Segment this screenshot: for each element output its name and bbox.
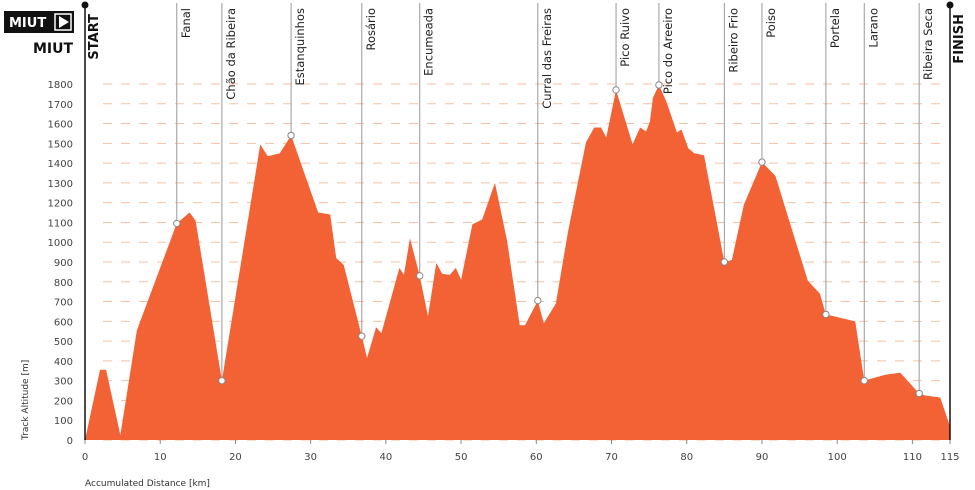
- y-tick-label: 1600: [48, 120, 73, 131]
- waypoint-marker: [915, 389, 923, 398]
- waypoint-marker: [612, 86, 620, 94]
- y-tick-label: 300: [54, 377, 73, 388]
- waypoint-marker: [173, 219, 181, 228]
- elevation-area: [85, 84, 950, 440]
- waypoint-label: Portela: [828, 8, 842, 48]
- x-tick-label: 100: [828, 452, 847, 463]
- x-tick-label: 70: [605, 452, 618, 463]
- waypoint-label: Poiso: [764, 8, 778, 38]
- waypoint-label: Fanal: [179, 8, 193, 38]
- y-tick-label: 800: [54, 278, 73, 289]
- waypoint-marker: [758, 158, 766, 166]
- waypoint-marker: [720, 258, 729, 266]
- finish-dot: [946, 1, 954, 9]
- y-tick-label: 1400: [48, 159, 73, 170]
- waypoint-marker: [534, 296, 542, 305]
- waypoint-label: Rosário: [364, 8, 378, 51]
- brand-name: MIUT: [33, 41, 74, 57]
- x-tick-label: 0: [82, 452, 88, 463]
- start-label: START: [87, 14, 102, 60]
- waypoint-marker: [358, 332, 366, 340]
- waypoint-marker: [822, 310, 830, 319]
- y-tick-label: 1800: [48, 80, 73, 91]
- x-tick-label: 60: [530, 452, 543, 463]
- waypoint-label: Pico do Areeiro: [661, 8, 675, 94]
- x-tick-label: 40: [380, 452, 393, 463]
- y-tick-label: 0: [67, 436, 73, 447]
- y-tick-label: 200: [54, 396, 73, 407]
- x-tick-label: 30: [304, 452, 317, 463]
- start-dot: [81, 1, 89, 9]
- play-icon: [59, 16, 69, 28]
- y-tick-label: 500: [54, 337, 73, 348]
- y-axis-label: Track Altitude [m]: [21, 360, 31, 441]
- y-tick-label: 900: [54, 258, 73, 269]
- waypoint-label: Ribeiro Frio: [726, 8, 740, 73]
- waypoint-label: Curral das Freiras: [540, 8, 554, 109]
- x-tick-label: 115: [940, 452, 959, 463]
- x-tick-label: 90: [756, 452, 769, 463]
- y-tick-label: 1700: [48, 100, 73, 111]
- x-tick-label: 20: [229, 452, 242, 463]
- x-tick-label: 80: [680, 452, 693, 463]
- y-tick-label: 1500: [48, 139, 73, 150]
- waypoint-label: Larano: [866, 8, 880, 48]
- waypoint-label: Chão da Ribeira: [224, 8, 238, 100]
- y-tick-label: 400: [54, 357, 73, 368]
- brand-badge: MIUT: [9, 16, 46, 31]
- waypoint-marker: [416, 272, 424, 280]
- play-box: [54, 13, 72, 31]
- y-tick-label: 700: [54, 298, 73, 309]
- y-tick-label: 1300: [48, 179, 73, 190]
- waypoint-marker: [218, 376, 226, 385]
- x-tick-label: 50: [455, 452, 468, 463]
- brand-badge-box: [4, 11, 74, 33]
- waypoint-label: Estanquinhos: [293, 8, 307, 86]
- x-tick-label: 10: [154, 452, 167, 463]
- y-tick-label: 100: [54, 416, 73, 427]
- x-tick-label: 110: [903, 452, 922, 463]
- x-axis-label: Accumulated Distance [km]: [85, 479, 210, 489]
- waypoint-label: Encumeada: [422, 8, 436, 76]
- y-tick-label: 1000: [48, 238, 73, 249]
- waypoint-marker: [287, 131, 295, 140]
- y-tick-label: 600: [54, 317, 73, 328]
- y-tick-label: 1200: [48, 199, 73, 210]
- waypoint-label: Pico Ruivo: [618, 8, 632, 67]
- waypoint-marker: [655, 81, 663, 89]
- finish-label: FINISH: [952, 14, 967, 64]
- waypoint-label: Ribeira Seca: [921, 8, 935, 80]
- y-tick-label: 1100: [48, 218, 73, 229]
- waypoint-marker: [860, 376, 868, 385]
